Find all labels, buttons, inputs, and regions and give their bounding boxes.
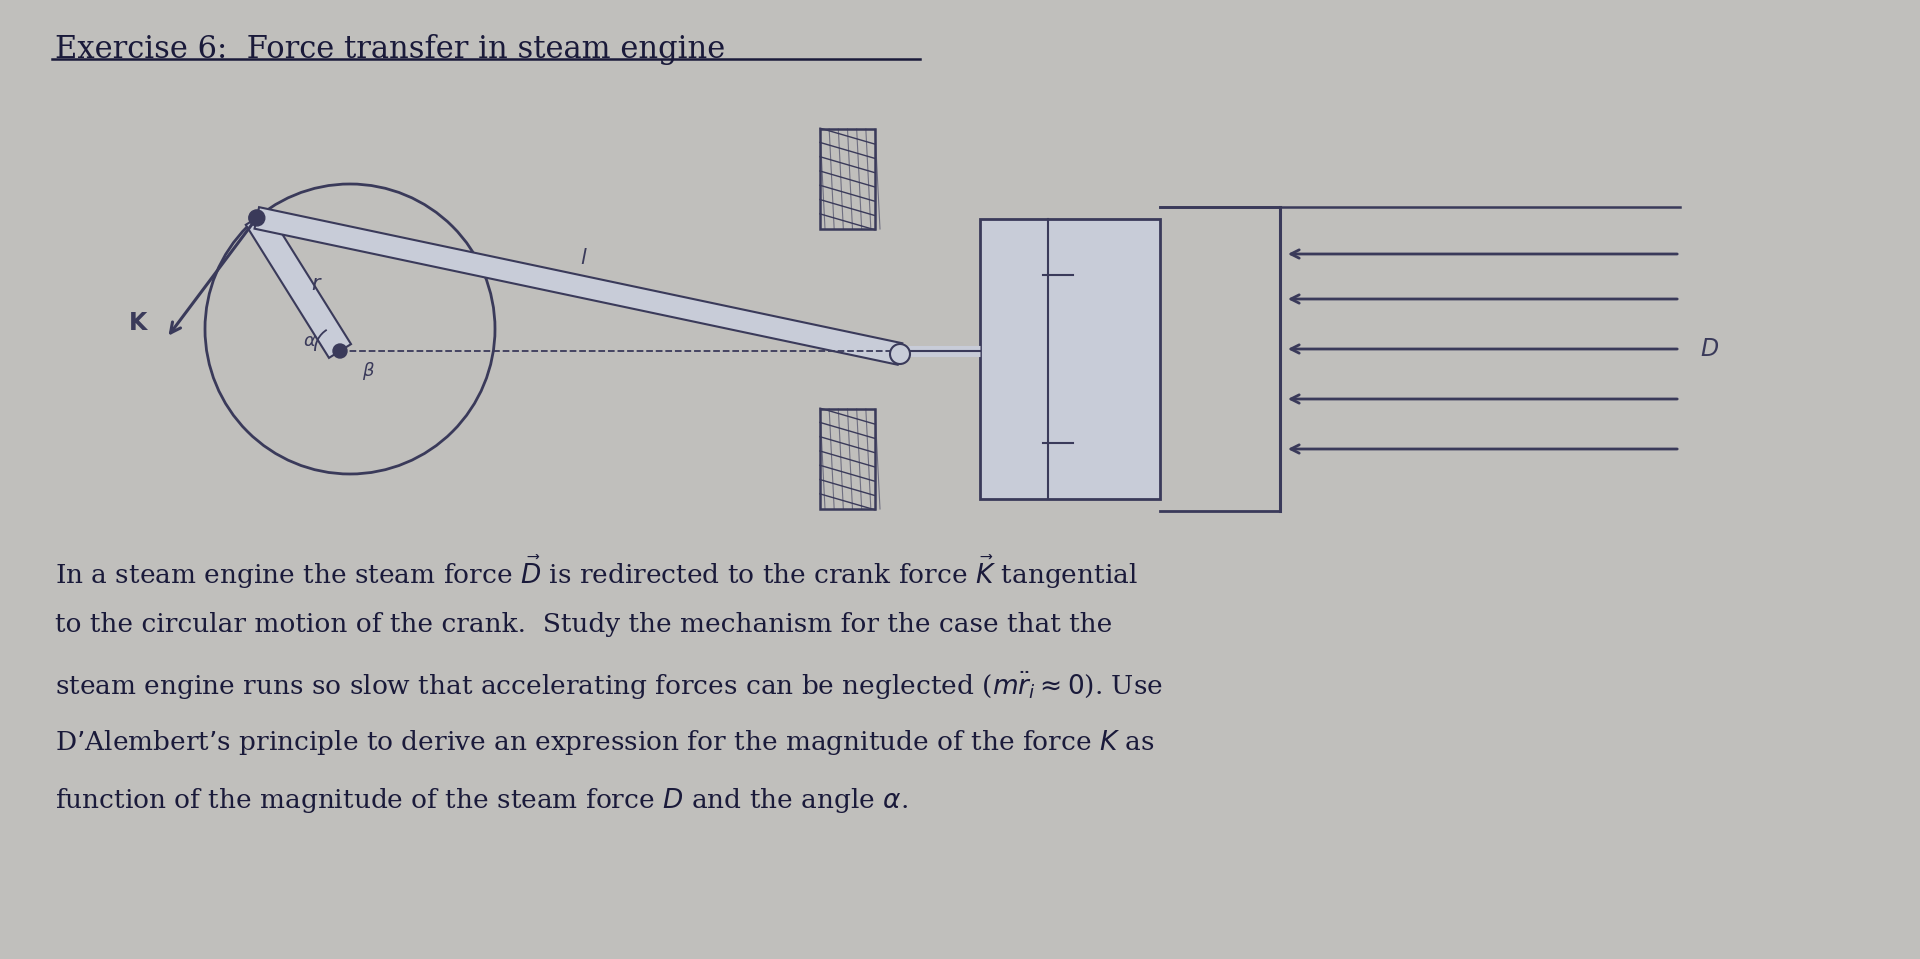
Text: D’Alembert’s principle to derive an expression for the magnitude of the force $K: D’Alembert’s principle to derive an expr…	[56, 728, 1154, 757]
Circle shape	[250, 210, 265, 226]
Circle shape	[891, 344, 910, 364]
Text: $l$: $l$	[580, 248, 588, 268]
Text: $r$: $r$	[311, 275, 323, 294]
Bar	[979, 219, 1160, 499]
Text: $\mathbf{K}$: $\mathbf{K}$	[129, 311, 150, 335]
Text: steam engine runs so slow that accelerating forces can be neglected ($m\ddot{r}_: steam engine runs so slow that accelerat…	[56, 670, 1164, 702]
Text: Exercise 6:  Force transfer in steam engine: Exercise 6: Force transfer in steam engi…	[56, 34, 726, 65]
Polygon shape	[255, 207, 902, 364]
Bar	[820, 129, 876, 229]
Text: $\beta$: $\beta$	[361, 360, 374, 382]
Text: $\alpha$: $\alpha$	[303, 332, 317, 350]
Text: $D$: $D$	[1699, 338, 1718, 361]
Bar	[820, 409, 876, 509]
Text: to the circular motion of the crank.  Study the mechanism for the case that the: to the circular motion of the crank. Stu…	[56, 612, 1112, 637]
Text: function of the magnitude of the steam force $D$ and the angle $\alpha$.: function of the magnitude of the steam f…	[56, 786, 908, 815]
Polygon shape	[246, 211, 351, 358]
Text: In a steam engine the steam force $\vec{D}$ is redirected to the crank force $\v: In a steam engine the steam force $\vec{…	[56, 554, 1139, 592]
Circle shape	[332, 344, 348, 358]
